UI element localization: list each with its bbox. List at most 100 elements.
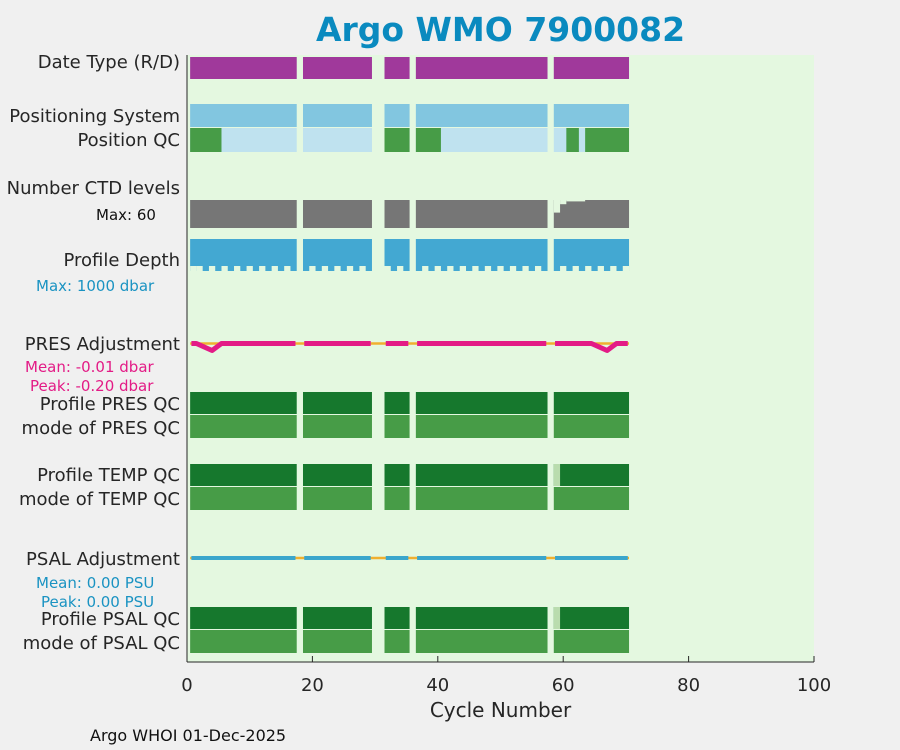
profile-depth-notch-1 <box>196 266 203 271</box>
profile-depth-notch-22 <box>497 266 504 271</box>
profile-depth-notch-6 <box>259 266 266 271</box>
label-ctd-levels: Number CTD levels <box>6 178 180 199</box>
profile-depth-notch-11 <box>334 266 341 271</box>
label-positioning-system: Positioning System <box>9 106 180 127</box>
profile-depth-notch-2 <box>208 266 216 271</box>
profile-pres-qc-bar-4 <box>553 392 630 414</box>
positioning-bar-2 <box>384 104 410 127</box>
profile-depth-notch-20 <box>472 266 479 271</box>
label-position-qc: Position QC <box>77 130 180 151</box>
position-qc-good-3 <box>566 128 579 152</box>
positioning-bar-4 <box>553 104 630 127</box>
position-qc-good-0 <box>190 128 222 152</box>
x-tick-60: 60 <box>551 675 575 696</box>
ctd-levels-gap-2 <box>566 200 586 202</box>
profile-temp-qc-pale-0 <box>553 464 561 486</box>
mode-psal-qc-bar-2 <box>384 630 410 653</box>
profile-temp-qc-bar-2 <box>384 464 410 486</box>
note-depth-max: Max: 1000 dbar <box>36 277 155 295</box>
x-axis-label: Cycle Number <box>429 698 572 722</box>
profile-depth-notch-30 <box>610 266 617 271</box>
plot-area <box>187 55 814 662</box>
profile-psal-qc-bar-3 <box>415 607 548 629</box>
label-pres-adjustment: PRES Adjustment <box>24 334 180 355</box>
profile-depth-notch-27 <box>572 266 579 271</box>
mode-psal-qc-bar-3 <box>415 630 548 653</box>
profile-depth-notch-10 <box>321 266 329 271</box>
mode-psal-qc-bar-4 <box>553 630 630 653</box>
label-profile-depth: Profile Depth <box>63 250 180 271</box>
x-tick-0: 0 <box>181 675 193 696</box>
profile-depth-notch-29 <box>597 266 604 271</box>
profile-temp-qc-bar-4 <box>553 464 630 486</box>
profile-depth-bar-4 <box>553 239 630 271</box>
date-type-bar-1 <box>302 57 372 79</box>
position-qc-good-4 <box>585 128 630 152</box>
profile-depth-notch-25 <box>534 266 542 271</box>
pres-adjustment-trace-0 <box>191 341 296 353</box>
date-type-bar-0 <box>190 57 297 79</box>
profile-depth-notch-5 <box>246 266 253 271</box>
label-profile-pres-qc: Profile PRES QC <box>39 394 180 415</box>
profile-depth-notch-12 <box>346 266 354 271</box>
profile-psal-qc-pale-0 <box>553 607 561 629</box>
label-psal-adjustment: PSAL Adjustment <box>25 549 180 570</box>
profile-pres-qc-bar-1 <box>302 392 372 414</box>
x-tick-40: 40 <box>426 675 450 696</box>
note-pres-mean: Mean: -0.01 dbar <box>25 358 154 376</box>
profile-depth-notch-16 <box>422 266 429 271</box>
pres-adjustment-trace-4 <box>555 341 628 353</box>
footer-credit: Argo WHOI 01-Dec-2025 <box>90 726 287 745</box>
ctd-levels-bar-2 <box>384 200 410 228</box>
positioning-bar-3 <box>415 104 548 127</box>
mode-pres-qc-bar-2 <box>384 415 410 438</box>
ctd-levels-bar-4 <box>553 200 630 228</box>
mode-temp-qc-bar-2 <box>384 487 410 510</box>
mode-temp-qc-bar-4 <box>553 487 630 510</box>
profile-depth-notch-7 <box>271 266 278 271</box>
profile-depth-notch-0 <box>190 266 197 271</box>
position-qc-good-1 <box>384 128 410 152</box>
profile-pres-qc-bar-3 <box>415 392 548 414</box>
date-type-bar-2 <box>384 57 410 79</box>
label-mode-pres-qc: mode of PRES QC <box>21 418 180 439</box>
label-mode-temp-qc: mode of TEMP QC <box>18 489 180 510</box>
mode-pres-qc-bar-0 <box>190 415 297 438</box>
mode-temp-qc-bar-0 <box>190 487 297 510</box>
profile-pres-qc-bar-0 <box>190 392 297 414</box>
profile-depth-bar-2 <box>384 239 410 271</box>
profile-depth-notch-4 <box>234 266 241 271</box>
profile-depth-notch-13 <box>359 266 366 271</box>
mode-psal-qc-bar-1 <box>302 630 372 653</box>
profile-temp-qc-bar-3 <box>415 464 548 486</box>
x-tick-20: 20 <box>300 675 324 696</box>
mode-pres-qc-bar-4 <box>553 415 630 438</box>
label-date-type: Date Type (R/D) <box>37 52 180 73</box>
note-psal-mean: Mean: 0.00 PSU <box>36 574 155 592</box>
profile-depth-notch-23 <box>509 266 517 271</box>
profile-depth-notch-19 <box>459 266 467 271</box>
note-pres-peak: Peak: -0.20 dbar <box>30 377 154 395</box>
positioning-bar-0 <box>190 104 297 127</box>
position-qc-good-2 <box>415 128 441 152</box>
note-ctd-max: Max: 60 <box>96 206 156 224</box>
chart-title: Argo WMO 7900082 <box>315 10 686 49</box>
mode-temp-qc-bar-3 <box>415 487 548 510</box>
profile-temp-qc-bar-1 <box>302 464 372 486</box>
ctd-levels-bar-1 <box>302 200 372 228</box>
profile-pres-qc-bar-2 <box>384 392 410 414</box>
profile-psal-qc-bar-1 <box>302 607 372 629</box>
mode-temp-qc-bar-1 <box>302 487 372 510</box>
note-psal-peak: Peak: 0.00 PSU <box>41 593 155 611</box>
ctd-levels-gap-1 <box>560 200 567 205</box>
mode-pres-qc-bar-1 <box>302 415 372 438</box>
profile-depth-bar-3 <box>415 239 548 271</box>
mode-pres-qc-bar-3 <box>415 415 548 438</box>
profile-depth-notch-8 <box>284 266 291 271</box>
ctd-levels-bar-3 <box>415 200 548 228</box>
profile-depth-notch-3 <box>221 266 228 271</box>
profile-depth-bar-0 <box>190 239 297 271</box>
profile-depth-bar-1 <box>302 239 372 271</box>
profile-depth-notch-9 <box>309 266 316 271</box>
profile-psal-qc-bar-2 <box>384 607 410 629</box>
